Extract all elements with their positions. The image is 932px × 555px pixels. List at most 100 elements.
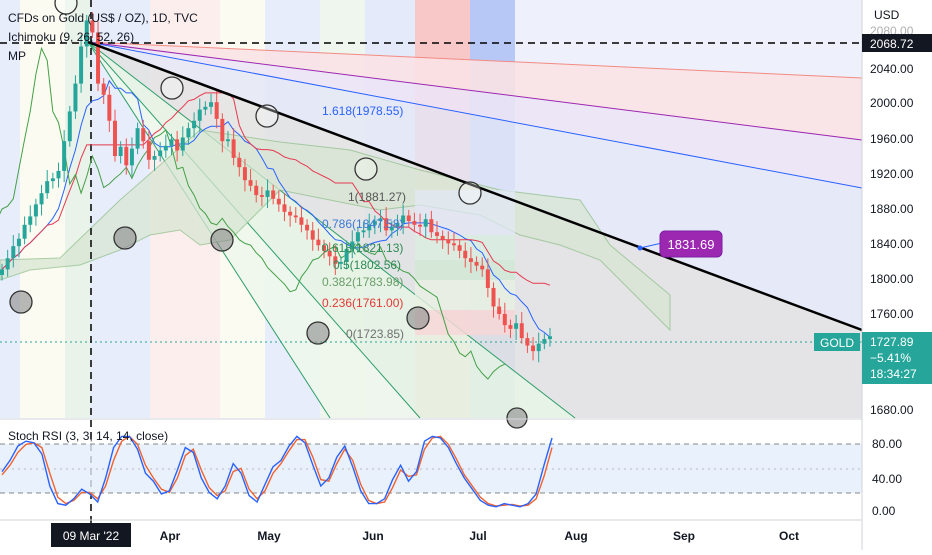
candle-body (502, 313, 507, 326)
candle-body (299, 217, 304, 225)
month-label-aug: Aug (564, 529, 587, 543)
price-axis-bg (862, 0, 932, 550)
kijun-line (1, 92, 551, 286)
ichimoku-legend: Ichimoku (9, 26, 52, 26) (8, 30, 134, 44)
candle-body (67, 111, 72, 142)
candle-body (548, 336, 552, 340)
candle-body (33, 204, 38, 217)
candle-body (350, 241, 355, 249)
candle-body (135, 128, 140, 149)
legend: CFDs on Gold (US$ / OZ), 1D, TVC Ichimok… (8, 11, 198, 443)
fan-lines (87, 41, 863, 419)
candle-body (412, 221, 417, 225)
callout-label: 1831.69 (668, 237, 715, 252)
candle-body (84, 20, 89, 47)
candle-body (468, 258, 473, 262)
candle-body (474, 261, 479, 266)
candle-body (491, 287, 496, 307)
ichimoku-lines (0, 46, 551, 380)
candle-body (423, 219, 428, 227)
candle-body (124, 146, 129, 166)
candle-body (508, 325, 513, 329)
candle-body (401, 215, 406, 223)
candle-body (175, 139, 180, 151)
candle-body (514, 323, 519, 329)
month-label-sep: Sep (673, 529, 695, 543)
symbol-title: CFDs on Gold (US$ / OZ), 1D, TVC (8, 11, 198, 25)
candle-body (372, 221, 377, 225)
candle-body (389, 226, 394, 231)
candle-body (79, 46, 84, 84)
candle-body (451, 243, 456, 246)
fib-0382-label: 0.382(1783.98) (322, 275, 403, 289)
candle-body (22, 224, 27, 239)
candle-body (203, 106, 208, 110)
fib-0786-label: 0.786(1847.58) (322, 217, 403, 231)
candle-body (169, 139, 174, 146)
stoch-rsi-pane (0, 435, 862, 508)
current-price-label: 1727.89 (870, 335, 914, 349)
candle-body (338, 261, 343, 264)
candle-body (5, 258, 10, 270)
candle-body (327, 250, 332, 257)
candle-body (129, 148, 134, 166)
candle-body (418, 224, 423, 227)
candle-body (101, 83, 106, 95)
tenkan-line (1, 79, 551, 338)
candle-body (158, 150, 163, 157)
candle-body (531, 345, 536, 352)
candle-body (276, 198, 281, 205)
price-callout[interactable]: 1831.69 (637, 230, 723, 258)
candle-body (519, 323, 524, 339)
candle-body (435, 232, 440, 236)
candle-body (50, 178, 55, 182)
month-label-apr: Apr (160, 529, 181, 543)
candle-body (259, 195, 264, 197)
price-change-label: −5.41% (870, 351, 911, 365)
candle-body (16, 238, 21, 247)
trendline[interactable] (87, 40, 863, 332)
current-price-tag (862, 332, 932, 384)
candle-body (146, 141, 151, 160)
candle-body (480, 265, 485, 270)
candle-body (440, 235, 445, 240)
month-label-oct: Oct (779, 529, 799, 543)
month-label-may: May (257, 529, 281, 543)
candle-body (429, 219, 434, 233)
fib-labels: 1.618(1978.55) 1(1881.27) 0.786(1847.58)… (322, 104, 406, 341)
candle-body (305, 224, 310, 231)
candle-body (180, 137, 185, 151)
candle-body (333, 256, 338, 264)
price-tick: 1800.00 (870, 272, 914, 286)
month-label-jul: Jul (469, 529, 486, 543)
gold-symbol-label: GOLD (820, 336, 854, 350)
prev-high-label: 2068.72 (870, 37, 914, 51)
time-axis[interactable]: 09 Mar '22 Apr May Jun Jul Aug Sep Oct (51, 523, 799, 547)
price-tick: 1760.00 (870, 307, 914, 321)
fib-1-label: 1(1881.27) (348, 190, 406, 204)
candle-body (214, 102, 219, 119)
candle-body (0, 269, 4, 275)
candle-body (118, 146, 123, 157)
crosshair-date-tag (51, 523, 131, 547)
countdown-label: 18:34:27 (870, 367, 917, 381)
candle-body (225, 139, 230, 142)
candle-body (45, 181, 50, 194)
candle-body (11, 246, 16, 259)
candle-body (316, 239, 321, 246)
fib-1618-label: 1.618(1978.55) (322, 104, 403, 118)
candle-body (197, 109, 202, 121)
stoch-rsi-legend: Stoch RSI (3, 3, 14, 14, close) (8, 429, 168, 443)
fib-0618-label: 0.618(1821.13) (322, 241, 403, 255)
candle-body (73, 83, 78, 112)
fib-0-label: 0(1723.85) (346, 327, 404, 341)
price-axis[interactable]: USD 2080.00 2040.00 2000.00 1960.00 1920… (814, 8, 932, 518)
chikou-line (0, 46, 506, 380)
candle-body (446, 239, 451, 244)
price-tick: 1680.00 (870, 403, 914, 417)
price-tick: 1880.00 (870, 202, 914, 216)
candle-body (96, 32, 101, 84)
candle-body (237, 157, 242, 168)
